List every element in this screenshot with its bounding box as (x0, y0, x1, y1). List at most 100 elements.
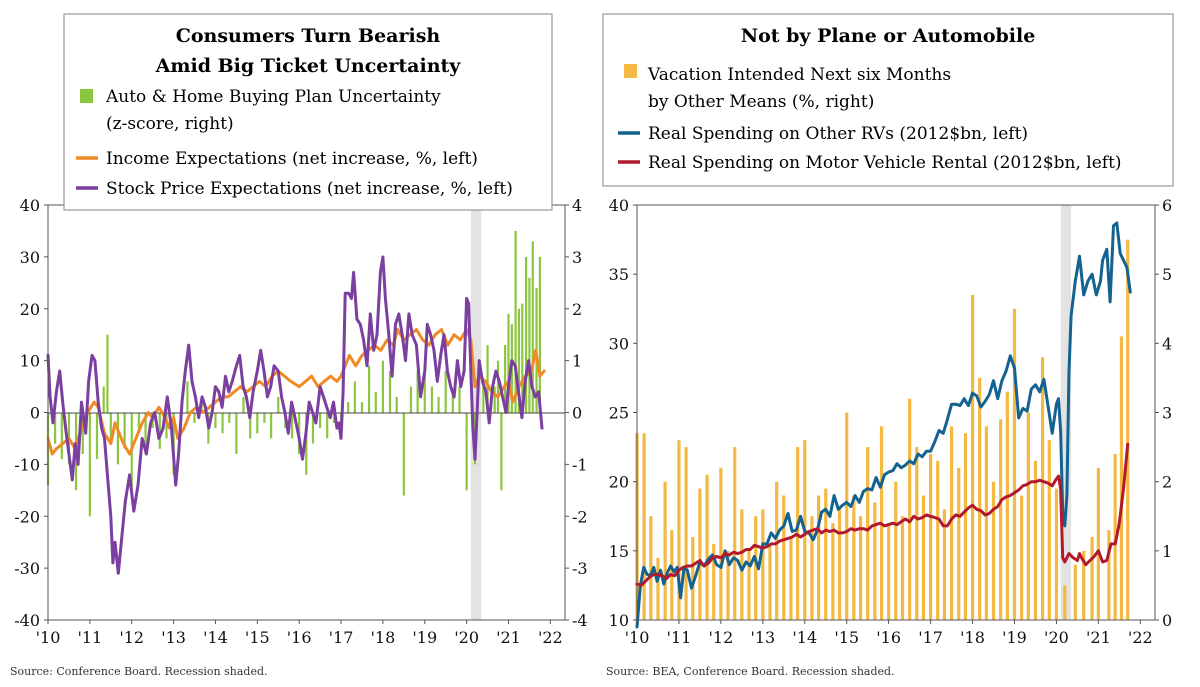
bar-0-12 (123, 412, 126, 449)
left-axis-tick: -40 (14, 611, 40, 630)
bar-1-6 (677, 440, 681, 620)
bar-1-60 (1054, 488, 1059, 620)
bar-1-50 (984, 426, 988, 620)
right-source-note: Source: BEA, Conference Board. Recession… (606, 665, 895, 678)
bar-0-49 (381, 360, 384, 413)
bar-0-51 (395, 396, 398, 413)
bar-1-43 (936, 460, 940, 620)
x-axis-tick: '19 (412, 628, 437, 647)
bar-1-58 (1040, 357, 1045, 620)
bar-0-42 (332, 412, 336, 423)
bar-0-8 (102, 386, 105, 413)
bar-0-27 (228, 412, 231, 423)
x-axis-tick: '13 (161, 628, 186, 647)
right-axis-tick: 3 (572, 248, 582, 267)
series-line-0-2 (46, 255, 544, 575)
bar-1-65 (1096, 467, 1100, 620)
bar-0-58 (444, 371, 447, 413)
bar-0-50 (388, 371, 392, 413)
right-axis-tick: 0 (572, 404, 582, 423)
bar-1-20 (775, 481, 779, 620)
bar-0-57 (437, 396, 440, 413)
bar-0-18 (165, 412, 168, 439)
legend-label-auto-home-line2: (z-score, right) (106, 114, 234, 134)
left-source-note: Source: Conference Board. Recession shad… (10, 665, 268, 678)
bar-1-41 (921, 495, 926, 620)
bar-0-5 (81, 412, 84, 454)
bar-1-1 (642, 433, 646, 620)
bar-1-14 (733, 447, 737, 620)
bar-1-38 (900, 516, 905, 620)
bar-0-61 (465, 412, 468, 491)
bar-1-10 (705, 474, 709, 620)
x-axis-tick: '20 (1044, 628, 1069, 647)
bar-1-52 (999, 419, 1003, 620)
bar-0-73 (517, 308, 521, 413)
left-axis-tick: 0 (30, 404, 40, 423)
bar-1-18 (761, 509, 765, 620)
right-axis-tick: 6 (1162, 196, 1172, 215)
bar-1-17 (754, 516, 758, 620)
x-axis-tick: '15 (245, 628, 270, 647)
right-axis-tick: 1 (1162, 542, 1172, 561)
bar-0-11 (116, 412, 120, 465)
left-axis-tick: 40 (609, 196, 629, 215)
bar-0-55 (423, 365, 426, 413)
bar-0-10 (109, 412, 112, 444)
x-axis-tick: '19 (1002, 628, 1027, 647)
bar-0-63 (482, 386, 485, 413)
left-axis-tick: 15 (609, 542, 629, 561)
bar-1-69 (1126, 239, 1130, 621)
bar-1-51 (991, 481, 996, 620)
x-axis-tick: '17 (329, 628, 354, 647)
left-axis-tick: 10 (20, 352, 40, 371)
x-axis-tick: '10 (36, 628, 61, 647)
bar-0-29 (242, 396, 245, 413)
bar-0-34 (277, 396, 280, 413)
legend-label-rental: Real Spending on Motor Vehicle Rental (2… (648, 153, 1122, 173)
right-axis-tick: 2 (1162, 473, 1172, 492)
bar-1-37 (894, 481, 898, 620)
bar-1-44 (942, 509, 947, 620)
legend-label-rv: Real Spending on Other RVs (2012$bn, lef… (648, 124, 1028, 144)
left-chart-title-line1: Consumers Turn Bearish (176, 25, 441, 47)
x-axis-tick: '17 (918, 628, 943, 647)
bar-0-47 (367, 365, 371, 413)
x-axis-tick: '21 (1086, 628, 1111, 647)
right-axis-tick: 2 (572, 300, 582, 319)
right-axis-tick: 4 (572, 196, 582, 215)
left-axis-tick: 35 (609, 265, 629, 284)
bar-0-30 (249, 412, 252, 439)
bar-0-64 (486, 345, 489, 413)
bar-1-56 (1026, 412, 1030, 620)
legend-swatch-gold (624, 64, 637, 78)
bar-0-79 (538, 256, 541, 413)
bar-0-22 (193, 412, 196, 423)
right-axis-tick: 1 (572, 352, 582, 371)
bar-0-33 (270, 412, 273, 439)
bar-0-52 (402, 412, 405, 496)
bar-0-48 (374, 391, 377, 413)
right-axis-tick: -1 (572, 455, 588, 474)
legend-label-auto-home-line1: Auto & Home Buying Plan Uncertainty (105, 87, 441, 107)
bar-1-27 (824, 488, 828, 620)
bar-0-6 (88, 412, 91, 517)
series-line-1-2 (635, 442, 1130, 587)
bar-0-56 (430, 386, 433, 413)
bar-0-66 (493, 386, 496, 413)
bar-1-68 (1119, 336, 1124, 620)
x-axis-tick: '15 (834, 628, 859, 647)
right-axis-tick: -2 (572, 507, 588, 526)
bar-0-9 (106, 334, 109, 413)
left-axis-tick: 10 (609, 611, 629, 630)
bar-1-21 (782, 495, 786, 620)
bar-1-32 (858, 516, 863, 620)
x-axis-tick: '12 (119, 628, 144, 647)
bar-1-39 (908, 398, 912, 620)
bar-1-2 (649, 516, 653, 620)
bar-0-31 (256, 412, 259, 434)
left-axis-tick: 30 (20, 248, 40, 267)
right-chart-title: Not by Plane or Automobile (741, 25, 1036, 47)
